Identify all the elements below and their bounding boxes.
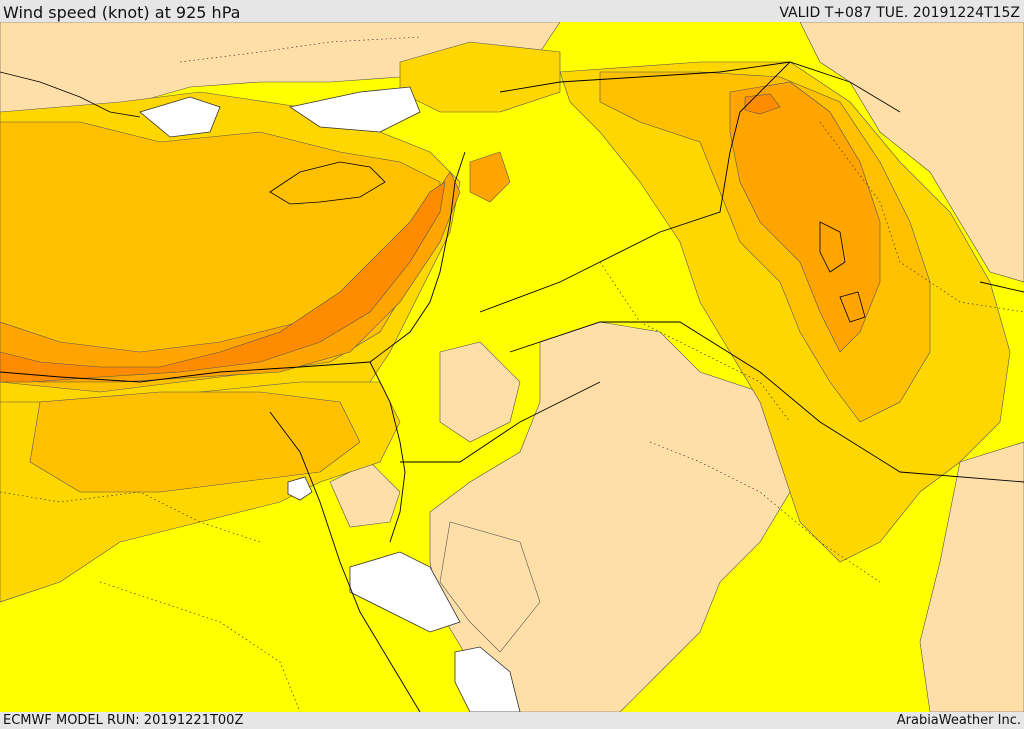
white-north-lake xyxy=(288,86,421,133)
weak-wind-arabia-west xyxy=(439,521,541,653)
model-run-label: ECMWF MODEL RUN: 20191221T00Z xyxy=(3,713,244,728)
coastline xyxy=(819,221,846,273)
border-line xyxy=(269,411,421,712)
weak-wind-levant-patch xyxy=(439,341,521,443)
dotted-line xyxy=(819,121,1024,313)
country-borders xyxy=(0,61,1024,712)
coastlines xyxy=(0,71,866,323)
dark-orange-iraq-spot xyxy=(744,93,781,115)
orange-jet-axis xyxy=(0,171,461,383)
coastline xyxy=(0,71,141,118)
coastline xyxy=(839,291,866,323)
border-line xyxy=(509,321,1024,483)
white-aegean xyxy=(139,96,221,138)
amber-egypt xyxy=(29,391,361,493)
map-title: Wind speed (knot) at 925 hPa xyxy=(3,3,241,22)
dark-orange-wind-regions xyxy=(0,93,781,383)
border-line xyxy=(499,61,901,113)
weak-wind-regions xyxy=(0,22,1024,712)
white-gulf-of-suez xyxy=(287,476,313,501)
white-red-sea-south xyxy=(454,646,521,712)
orange-iraq-core xyxy=(729,81,881,353)
border-line xyxy=(400,381,601,463)
orange-wind-regions xyxy=(0,81,881,383)
header-bar: Wind speed (knot) at 925 hPa VALID T+087… xyxy=(0,0,1024,22)
weak-wind-east-band xyxy=(919,441,1024,712)
missing-areas xyxy=(139,86,521,712)
orange-syria-patch xyxy=(469,151,511,203)
credit-label: ArabiaWeather Inc. xyxy=(896,713,1021,728)
dotted-line xyxy=(0,491,261,543)
dotted-line xyxy=(99,581,301,712)
border-line xyxy=(369,361,406,543)
border-line xyxy=(479,61,791,313)
border-line xyxy=(979,281,1024,293)
footer-bar: ECMWF MODEL RUN: 20191221T00Z ArabiaWeat… xyxy=(0,712,1024,729)
dark-orange-coast-max xyxy=(0,181,446,383)
weak-wind-northeast xyxy=(799,22,1024,283)
white-red-sea-north xyxy=(349,551,461,633)
gold-iraq-gulf xyxy=(559,61,1011,563)
wind-speed-map[interactable] xyxy=(0,22,1024,712)
coastline xyxy=(269,161,386,205)
dotted-boundaries xyxy=(0,36,1024,712)
valid-time-label: VALID T+087 TUE. 20191224T15Z xyxy=(779,5,1020,21)
border-line xyxy=(0,151,466,383)
